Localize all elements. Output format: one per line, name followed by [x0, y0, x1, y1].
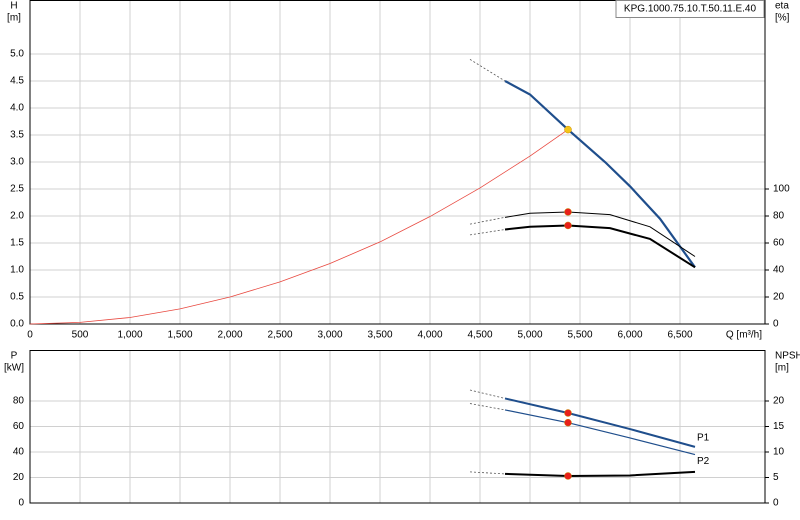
y-tick-label: 1.5: [10, 238, 24, 249]
y-axis-unit: [m]: [7, 13, 21, 24]
y-tick-label: 2.0: [10, 211, 24, 222]
curve-extension: [469, 216, 506, 225]
x-tick-label: 3,500: [367, 330, 392, 341]
y-tick-label: 0.5: [10, 292, 24, 303]
y-tick-label: 0: [18, 498, 24, 509]
curve: [29, 129, 569, 325]
operating-point: [564, 409, 572, 417]
y2-tick-label: 15: [773, 421, 785, 432]
y2-axis-unit: [m]: [775, 363, 789, 374]
title-box: [615, 0, 765, 18]
y-tick-label: 3.0: [10, 157, 24, 168]
x-tick-label: 4,500: [467, 330, 492, 341]
y-axis-unit: [kW]: [4, 363, 24, 374]
y-tick-label: 5.0: [10, 49, 24, 60]
curve-extension: [469, 59, 506, 82]
y2-tick-label: 5: [773, 472, 779, 483]
y2-tick-label: 20: [773, 292, 785, 303]
curve: [504, 397, 696, 448]
chart-title: KPG.1000.75.10.T.50.11.E.40: [624, 4, 757, 15]
series-label: P1: [697, 433, 710, 444]
y-axis-label: H: [10, 1, 17, 12]
x-tick-label: 500: [72, 330, 89, 341]
curve-extension: [469, 389, 506, 399]
y2-tick-label: 10: [773, 447, 785, 458]
x-tick-label: 2,000: [217, 330, 242, 341]
x-axis-label: Q [m³/h]: [726, 330, 762, 341]
operating-point: [564, 125, 572, 134]
operating-point: [564, 221, 572, 230]
y2-tick-label: 20: [773, 396, 785, 407]
x-tick-label: 4,000: [417, 330, 442, 341]
operating-point: [564, 472, 572, 480]
plot-frame: [29, 0, 766, 325]
x-tick-label: 3,000: [317, 330, 342, 341]
x-tick-label: 1,500: [167, 330, 192, 341]
x-tick-label: 6,500: [667, 330, 692, 341]
y-tick-label: 0.0: [10, 319, 24, 330]
y-tick-label: 60: [13, 421, 25, 432]
curve: [504, 80, 696, 268]
y2-tick-label: 40: [773, 265, 785, 276]
curve: [504, 211, 696, 257]
y2-tick-label: 0: [773, 319, 779, 330]
y2-tick-label: 0: [773, 498, 779, 509]
y2-tick-label: 100: [773, 184, 790, 195]
y-tick-label: 4.0: [10, 103, 24, 114]
series-label: P2: [697, 456, 710, 467]
curve-extension: [469, 471, 506, 475]
plot-frame: [29, 350, 766, 504]
x-tick-label: 0: [27, 330, 33, 341]
x-tick-label: 1,000: [117, 330, 142, 341]
curve: [504, 409, 696, 456]
y-tick-label: 1.0: [10, 265, 24, 276]
operating-point: [564, 418, 572, 427]
x-tick-label: 2,500: [267, 330, 292, 341]
y-tick-label: 4.5: [10, 76, 24, 87]
y2-axis-unit: [%]: [775, 13, 790, 24]
x-tick-label: 6,000: [617, 330, 642, 341]
y-tick-label: 3.5: [10, 130, 24, 141]
curve: [504, 470, 696, 477]
y2-tick-label: 60: [773, 238, 785, 249]
y2-axis-label: NPSH: [775, 351, 800, 362]
y-tick-label: 40: [13, 447, 25, 458]
y2-tick-label: 80: [773, 211, 785, 222]
curve-extension: [469, 403, 506, 411]
x-tick-label: 5,000: [517, 330, 542, 341]
y-tick-label: 2.5: [10, 184, 24, 195]
curve: [504, 224, 696, 269]
y-tick-label: 20: [13, 472, 25, 483]
x-tick-label: 5,500: [567, 330, 592, 341]
operating-point: [564, 208, 572, 216]
y-tick-label: 80: [13, 396, 25, 407]
y2-axis-label: eta: [775, 1, 789, 12]
y-axis-label: P: [11, 351, 18, 362]
curve-extension: [469, 229, 506, 236]
